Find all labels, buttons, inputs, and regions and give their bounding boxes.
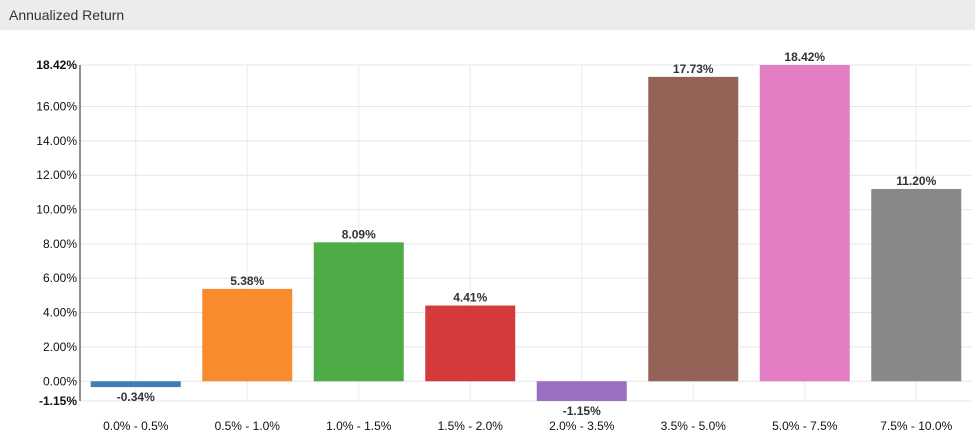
y-tick-label: 10.00% — [36, 203, 77, 217]
data-label: 11.20% — [896, 174, 936, 188]
data-label: -0.34% — [117, 390, 155, 404]
data-label: 4.41% — [453, 291, 487, 305]
x-tick-label: 1.0% - 1.5% — [326, 419, 392, 433]
bar[interactable] — [871, 188, 962, 382]
data-label: 17.73% — [673, 62, 714, 76]
data-label: 8.09% — [342, 227, 376, 241]
y-tick-label: 18.42% — [36, 58, 77, 72]
bar[interactable] — [759, 65, 850, 382]
bar[interactable] — [313, 242, 404, 382]
y-tick-label: 12.00% — [36, 168, 77, 182]
y-tick-label: 2.00% — [43, 340, 77, 354]
y-tick-label: 0.00% — [43, 374, 77, 388]
y-tick-label: 4.00% — [43, 306, 77, 320]
y-tick-label: 8.00% — [43, 237, 77, 251]
data-label: -1.15% — [563, 404, 601, 418]
y-tick-label: 14.00% — [36, 134, 77, 148]
x-tick-label: 3.5% - 5.0% — [661, 419, 727, 433]
bar[interactable] — [536, 381, 627, 401]
x-tick-label: 0.0% - 0.5% — [103, 419, 169, 433]
bar[interactable] — [425, 305, 516, 382]
bars — [90, 65, 962, 401]
x-tick-label: 7.5% - 10.0% — [880, 419, 952, 433]
y-tick-label: 16.00% — [36, 100, 77, 114]
bar[interactable] — [90, 381, 181, 388]
bar[interactable] — [648, 76, 739, 382]
panel-header: Annualized Return — [0, 0, 975, 30]
x-tick-label: 1.5% - 2.0% — [438, 419, 504, 433]
x-tick-label: 5.0% - 7.5% — [772, 419, 838, 433]
bar[interactable] — [202, 288, 293, 382]
x-tick-label: 2.0% - 3.5% — [549, 419, 615, 433]
y-tick-label: -1.15% — [39, 394, 77, 408]
annualized-return-chart: 18.42% 16.00% 14.00% 12.00% 10.00% 8.00% 6.00%… — [36, 50, 972, 433]
data-label: 18.42% — [784, 50, 825, 64]
panel-title: Annualized Return — [9, 7, 125, 23]
y-tick-label: 6.00% — [43, 271, 77, 285]
data-label: 5.38% — [230, 274, 264, 288]
x-tick-label: 0.5% - 1.0% — [215, 419, 281, 433]
labels: 18.42% 16.00% 14.00% 12.00% 10.00% 8.00% 6.00%… — [36, 50, 952, 433]
